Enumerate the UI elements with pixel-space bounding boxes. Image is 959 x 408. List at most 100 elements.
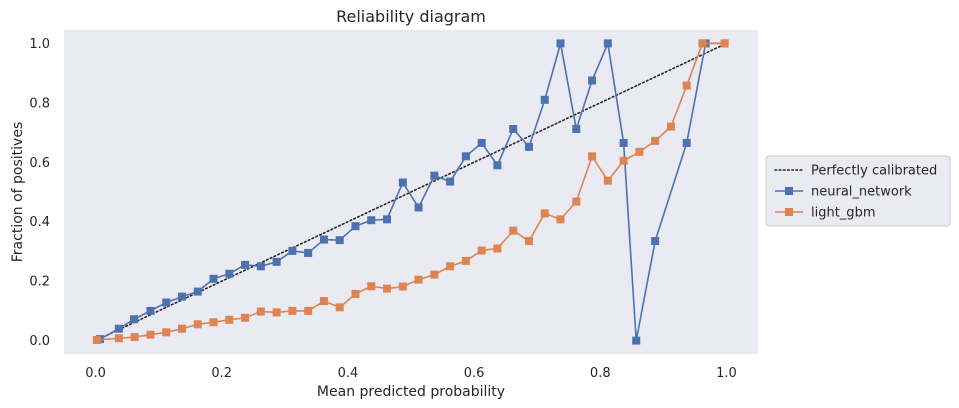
data-point xyxy=(383,284,392,293)
data-point xyxy=(209,274,218,283)
data-point xyxy=(288,246,297,255)
chart-title: Reliability diagram xyxy=(336,7,486,26)
data-point xyxy=(493,244,502,253)
data-point xyxy=(477,246,486,255)
y-tick-label: 0.6 xyxy=(29,156,50,171)
data-point xyxy=(398,178,407,187)
data-point xyxy=(383,215,392,224)
data-point xyxy=(461,256,470,265)
data-point xyxy=(130,333,139,342)
data-point xyxy=(556,215,565,224)
data-point xyxy=(351,222,360,231)
data-point xyxy=(114,334,123,343)
data-point xyxy=(430,171,439,180)
data-point xyxy=(698,39,707,48)
y-tick-label: 0.0 xyxy=(29,334,50,349)
data-point xyxy=(367,282,376,291)
data-point xyxy=(256,262,265,271)
x-tick-label: 0.8 xyxy=(590,366,611,381)
data-point xyxy=(430,270,439,279)
y-tick-label: 0.8 xyxy=(29,96,50,111)
data-point xyxy=(414,203,423,212)
data-point xyxy=(272,257,281,266)
data-point xyxy=(446,262,455,271)
data-point xyxy=(414,275,423,284)
data-point xyxy=(493,161,502,170)
data-point xyxy=(398,282,407,291)
data-point xyxy=(588,152,597,161)
data-point xyxy=(177,324,186,333)
x-axis-label: Mean predicted probability xyxy=(317,384,505,400)
y-axis: 0.0 0.2 0.4 0.6 0.8 1.0 xyxy=(29,37,50,349)
x-tick-label: 0.4 xyxy=(338,366,359,381)
data-point xyxy=(603,176,612,185)
data-point xyxy=(619,138,628,147)
data-point xyxy=(92,336,101,345)
legend-item: neural_network xyxy=(775,185,912,200)
y-tick-label: 0.4 xyxy=(29,215,50,230)
data-point xyxy=(632,336,641,345)
data-point xyxy=(619,156,628,165)
data-point xyxy=(225,315,234,324)
y-tick-label: 0.2 xyxy=(29,275,50,290)
x-tick-label: 1.0 xyxy=(716,366,737,381)
data-point xyxy=(603,39,612,48)
data-point xyxy=(225,269,234,278)
x-tick-label: 0.6 xyxy=(464,366,485,381)
data-point xyxy=(304,306,313,315)
data-point xyxy=(335,303,344,312)
data-point xyxy=(572,197,581,206)
data-point xyxy=(524,142,533,151)
data-point xyxy=(177,292,186,301)
legend-box xyxy=(765,155,951,227)
data-point xyxy=(193,320,202,329)
data-point xyxy=(162,328,171,337)
reference-line xyxy=(94,42,728,342)
data-point xyxy=(162,298,171,307)
data-point xyxy=(540,95,549,104)
data-point xyxy=(572,124,581,133)
series-line xyxy=(96,42,725,341)
data-point xyxy=(272,308,281,317)
data-point xyxy=(114,324,123,333)
series-layer xyxy=(92,39,729,345)
legend-item: light_gbm xyxy=(775,206,875,221)
reference-layer xyxy=(94,42,728,342)
data-point xyxy=(556,39,565,48)
data-point xyxy=(130,315,139,324)
data-point xyxy=(651,237,660,246)
x-axis: 0.0 0.2 0.4 0.6 0.8 1.0 xyxy=(85,366,737,381)
y-tick-label: 1.0 xyxy=(29,37,50,52)
data-point xyxy=(367,216,376,225)
series-light_gbm xyxy=(92,39,729,345)
data-point xyxy=(319,235,328,244)
data-point xyxy=(351,289,360,298)
legend-label: Perfectly calibrated xyxy=(811,164,937,179)
data-point xyxy=(446,177,455,186)
data-point xyxy=(256,307,265,316)
legend-marker xyxy=(785,187,793,195)
data-point xyxy=(241,260,250,269)
data-point xyxy=(666,122,675,131)
data-point xyxy=(209,318,218,327)
data-point xyxy=(319,297,328,306)
data-point xyxy=(193,287,202,296)
data-point xyxy=(540,209,549,218)
data-point xyxy=(288,306,297,315)
data-point xyxy=(509,124,518,133)
data-point xyxy=(461,152,470,161)
data-point xyxy=(335,236,344,245)
data-point xyxy=(682,138,691,147)
legend-item: Perfectly calibrated xyxy=(774,164,937,179)
legend-label: light_gbm xyxy=(811,206,875,221)
legend-marker xyxy=(785,208,793,216)
data-point xyxy=(682,81,691,90)
data-point xyxy=(241,313,250,322)
legend-label: neural_network xyxy=(811,185,912,200)
y-axis-label: Fraction of positives xyxy=(10,122,26,263)
data-point xyxy=(635,147,644,156)
data-point xyxy=(477,138,486,147)
data-point xyxy=(304,248,313,257)
data-point xyxy=(524,237,533,246)
